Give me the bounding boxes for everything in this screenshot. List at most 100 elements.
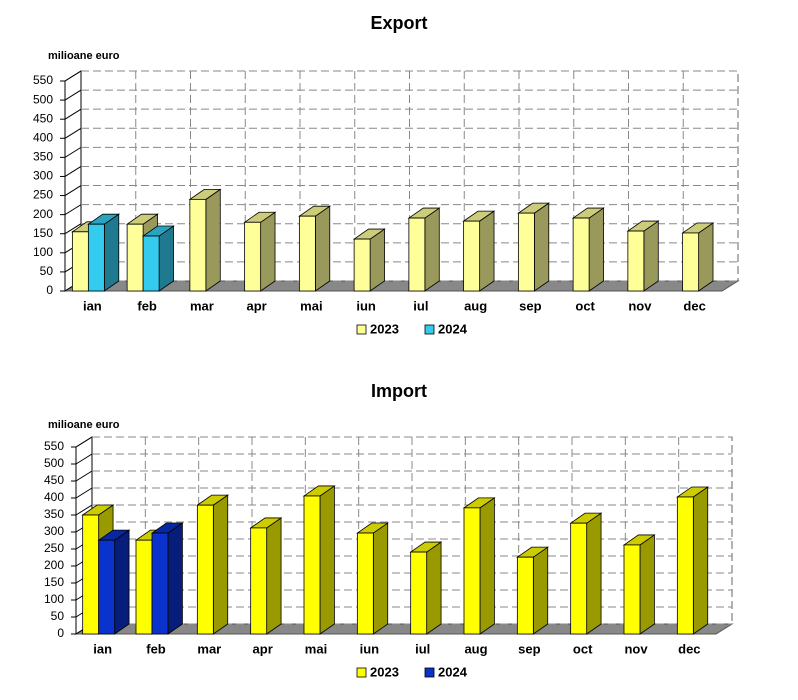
bar	[243, 211, 277, 292]
bar	[196, 494, 230, 635]
bar-side	[103, 213, 120, 292]
bar	[569, 512, 603, 635]
bar-side	[158, 225, 174, 292]
y-tick-label: 300	[44, 524, 64, 538]
y-tick-label: 500	[33, 92, 53, 106]
y-tick-label: 150	[44, 575, 64, 589]
bar	[188, 188, 222, 292]
y-tick-label: 150	[33, 226, 53, 240]
bar	[462, 497, 496, 635]
bar-front	[298, 215, 316, 292]
bar-front	[627, 230, 645, 292]
x-tick-label: iun	[356, 298, 376, 313]
y-tick-label: 0	[46, 283, 53, 297]
y-tick-label: 350	[33, 150, 53, 164]
bar-front	[353, 238, 371, 292]
bar-front	[410, 551, 428, 635]
bar	[676, 486, 710, 635]
y-tick-label: 50	[51, 609, 65, 623]
y-tick-label: 550	[44, 439, 64, 453]
bar-side	[424, 207, 440, 292]
bar	[571, 207, 605, 292]
bar-front	[71, 231, 89, 292]
y-tick-label: 450	[44, 473, 64, 487]
grid-line	[75, 487, 93, 499]
y-tick-label: 200	[33, 207, 53, 221]
y-tick-label: 300	[33, 169, 53, 183]
y-tick-label: 100	[33, 245, 53, 259]
y-tick-label: 200	[44, 558, 64, 572]
grid-line	[75, 453, 93, 465]
bar-front	[250, 527, 268, 635]
x-tick-label: feb	[146, 641, 166, 656]
bar	[352, 228, 386, 292]
bar-side	[205, 188, 221, 292]
bar	[517, 202, 551, 292]
bar-front	[516, 556, 534, 635]
bar-front	[87, 223, 105, 292]
x-tick-label: iul	[413, 298, 428, 313]
grid-line	[64, 166, 82, 177]
bar-side	[586, 512, 602, 635]
bar-front	[408, 217, 426, 292]
bar-side	[319, 485, 335, 635]
bar-front	[196, 504, 214, 635]
y-tick-label: 450	[33, 111, 53, 125]
bar	[302, 485, 336, 635]
bar-side	[479, 210, 495, 292]
bar	[681, 222, 715, 292]
legend-swatch	[424, 324, 435, 335]
bar-front	[244, 221, 262, 292]
bar-side	[260, 211, 276, 292]
bar	[97, 529, 131, 635]
x-tick-label: mai	[300, 298, 322, 313]
bar-front	[570, 522, 588, 635]
bar-front	[82, 514, 100, 635]
bar	[462, 210, 496, 292]
bar-front	[623, 544, 641, 635]
bar	[249, 517, 283, 635]
x-tick-label: nov	[624, 641, 648, 656]
bar-side	[212, 494, 229, 635]
bar	[409, 541, 443, 635]
bar-side	[692, 486, 709, 635]
bar-front	[676, 496, 694, 635]
x-tick-label: iul	[415, 641, 430, 656]
y-tick-label: 500	[44, 456, 64, 470]
grid-line	[64, 89, 82, 101]
bar	[622, 534, 656, 635]
x-tick-label: oct	[575, 298, 595, 313]
bar-side	[533, 202, 550, 292]
x-tick-label: mai	[305, 641, 327, 656]
bar-side	[532, 546, 549, 635]
legend-label: 2024	[438, 664, 468, 679]
x-tick-label: sep	[519, 298, 541, 313]
bar-side	[114, 529, 130, 635]
bar-front	[126, 223, 144, 292]
y-tick-label: 250	[33, 188, 53, 202]
bar-front	[189, 198, 207, 292]
bar	[516, 546, 550, 635]
grid-line	[64, 223, 82, 235]
bar-front	[135, 539, 153, 635]
x-tick-label: dec	[683, 298, 705, 313]
legend-swatch	[424, 667, 435, 678]
bar-side	[266, 517, 282, 635]
chart-title: Export	[370, 13, 427, 33]
x-tick-label: nov	[628, 298, 652, 313]
grid-line	[64, 146, 82, 158]
bar-front	[151, 532, 169, 635]
bar-front	[356, 532, 374, 635]
bar	[141, 225, 175, 292]
grid-line	[75, 470, 93, 482]
x-tick-label: sep	[518, 641, 540, 656]
y-tick-label: 0	[57, 626, 64, 640]
bar-side	[314, 205, 331, 292]
y-tick-label: 350	[44, 507, 64, 521]
legend-swatch	[356, 667, 367, 678]
legend-label: 2023	[370, 664, 399, 679]
bar-front	[572, 217, 590, 292]
x-tick-label: ian	[83, 298, 102, 313]
x-tick-label: ian	[93, 641, 112, 656]
bar-front	[463, 507, 481, 635]
